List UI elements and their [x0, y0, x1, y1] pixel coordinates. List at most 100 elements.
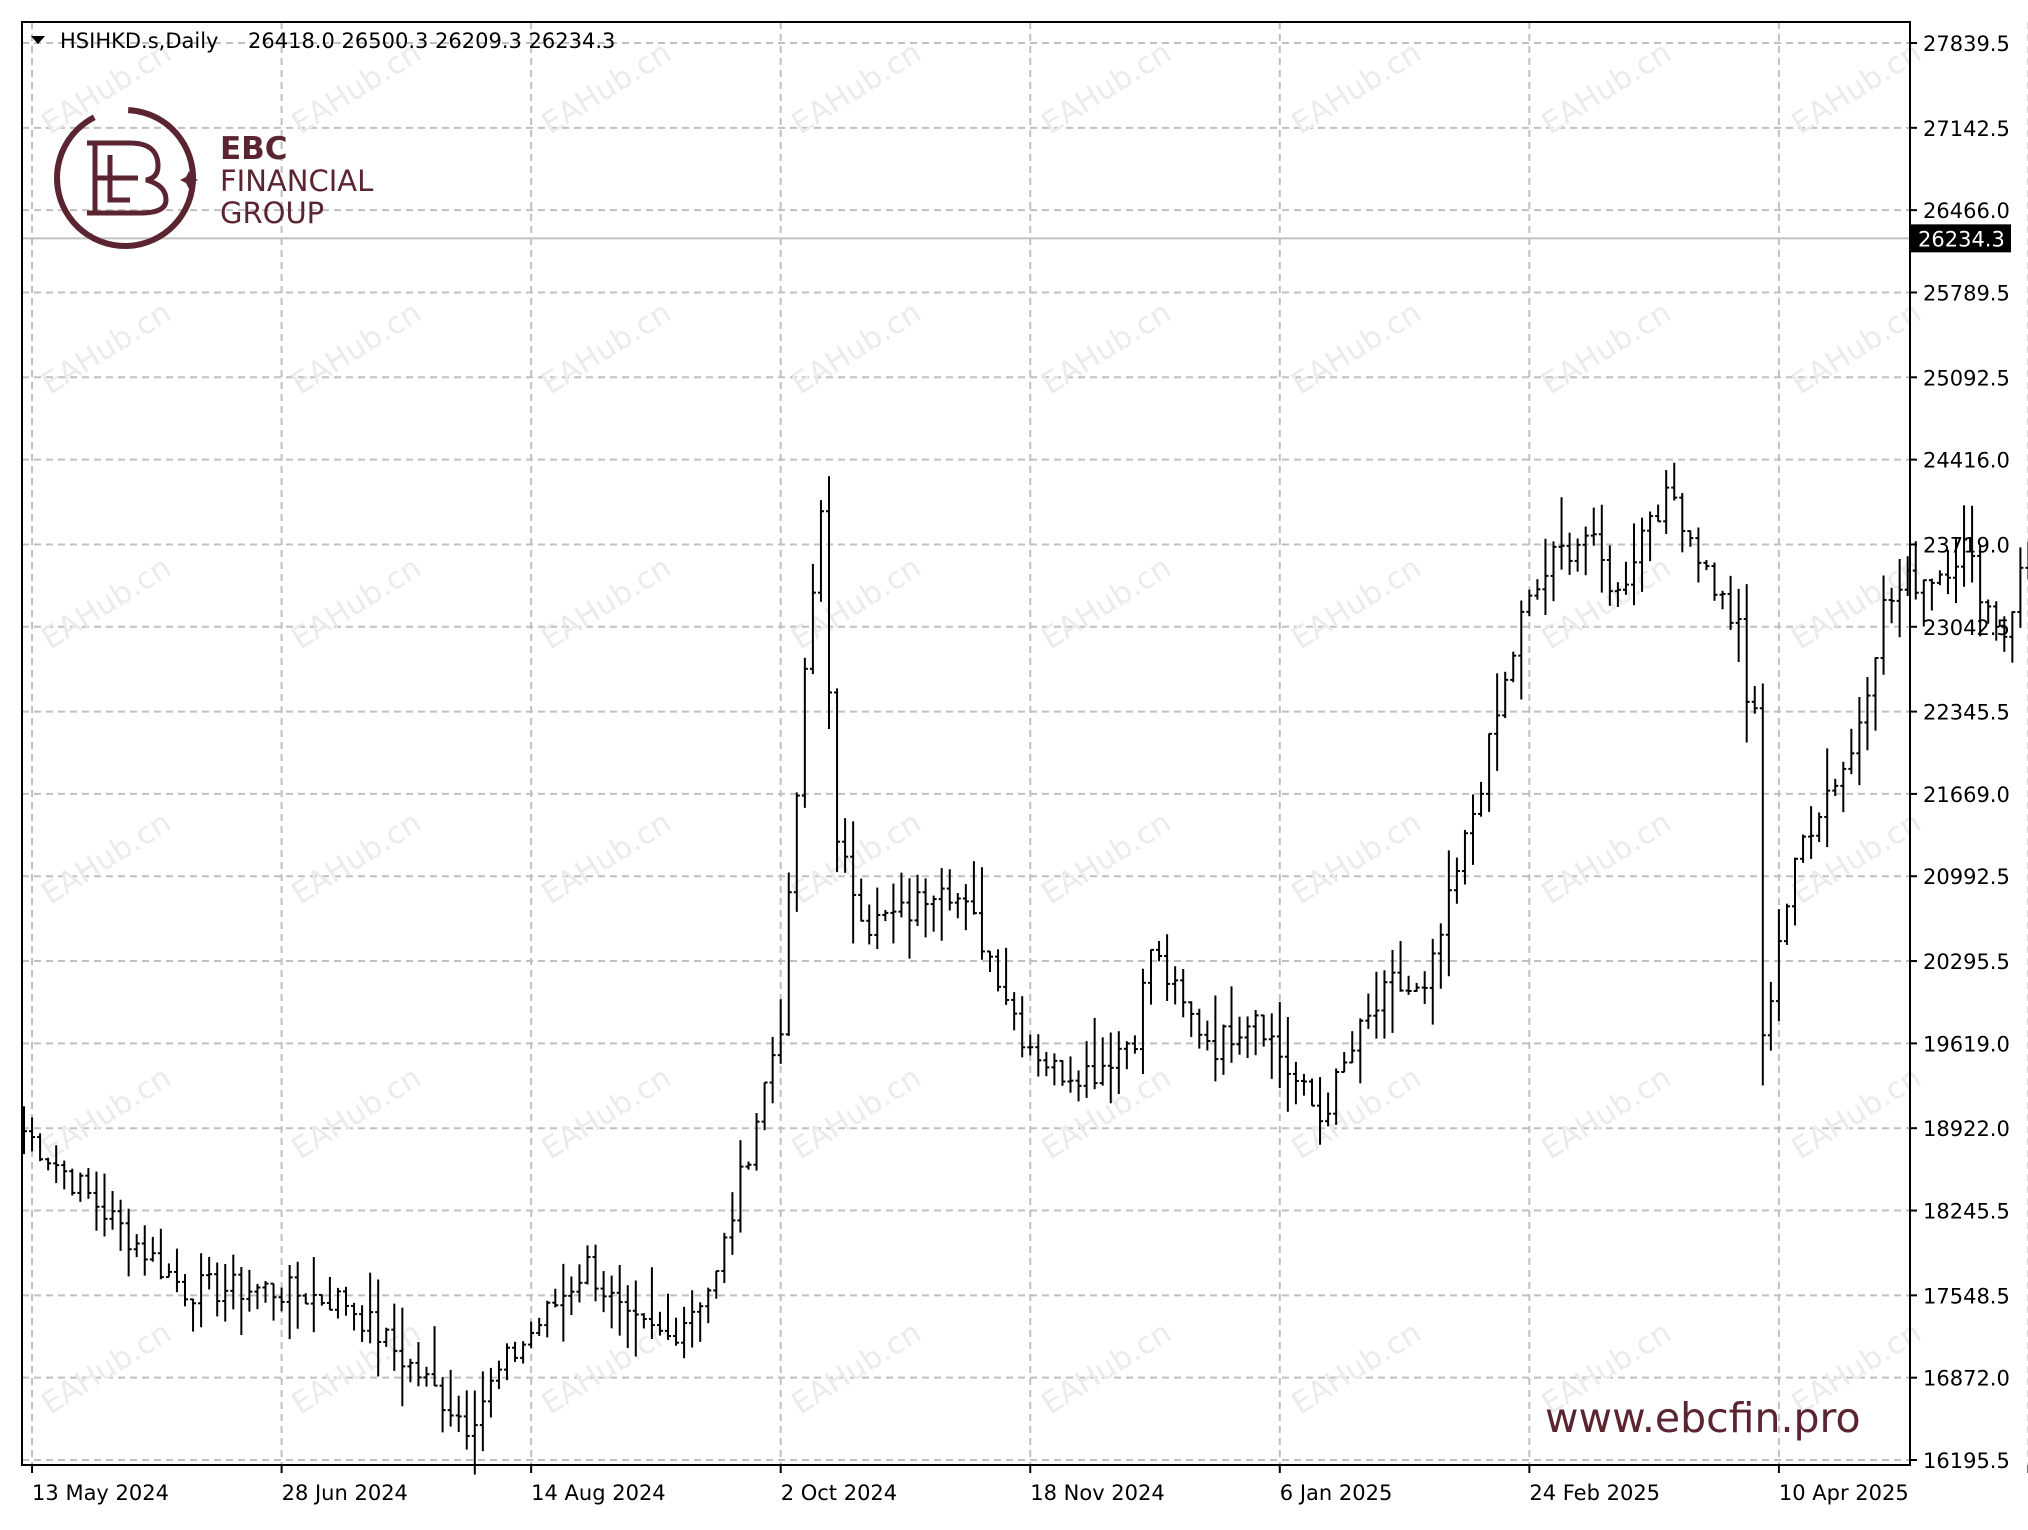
dropdown-triangle-icon[interactable]: [31, 36, 45, 44]
ohlc-bar: [1542, 538, 1549, 616]
ohlc-bar: [85, 1168, 92, 1199]
ohlc-bar: [1115, 1031, 1122, 1095]
ohlc-bar: [850, 821, 857, 944]
ohlc-bar: [673, 1317, 680, 1346]
ohlc-bar: [1751, 686, 1758, 714]
ohlc-bar: [1389, 949, 1396, 1033]
ohlc-bar: [407, 1358, 414, 1383]
ohlc-bar: [1325, 1092, 1332, 1127]
plot-frame: [21, 21, 1911, 1466]
ohlc-bar: [858, 878, 865, 922]
ohlc-bar: [302, 1293, 309, 1305]
ohlc-bar: [246, 1269, 253, 1312]
y-tick-label: 25092.5: [1923, 366, 2010, 390]
symbol-label[interactable]: HSIHKD.s,Daily: [60, 29, 218, 53]
ohlc-bar: [898, 872, 905, 918]
ohlc-bar: [1864, 677, 1871, 751]
ohlc-bar: [326, 1276, 333, 1311]
ohlc-bar: [785, 872, 792, 1037]
ohlc-bar: [439, 1377, 446, 1433]
ohlc-bar: [1993, 601, 2000, 641]
ohlc-bar: [1848, 728, 1855, 775]
ohlc-bar: [1373, 971, 1380, 1039]
ohlc-bar: [117, 1199, 124, 1251]
ohlc-bar: [262, 1280, 269, 1303]
ohlc-bar: [705, 1287, 712, 1324]
ohlc-bar: [520, 1341, 527, 1364]
ohlc-bar: [1703, 560, 1710, 571]
ohlc-bar: [1735, 588, 1742, 663]
time-axis[interactable]: 13 May 2024 28 Jun 2024 14 Aug 2024 2 Oct 2…: [31, 1465, 2028, 1505]
ohlc-bar: [753, 1113, 760, 1171]
ohlc-bar: [1043, 1051, 1050, 1077]
ohlc-bar: [809, 563, 816, 675]
y-tick-label: 17548.5: [1923, 1284, 2010, 1308]
y-tick-label: 18922.0: [1923, 1117, 2010, 1141]
y-tick-label: 24416.0: [1923, 449, 2010, 473]
ohlc-bar: [1470, 794, 1476, 865]
ohlc-bar: [1800, 834, 1807, 863]
ohlc-bar: [423, 1366, 430, 1387]
ohlc-bar: [222, 1263, 229, 1322]
ohlc-bar: [93, 1171, 100, 1231]
ohlc-bar: [1606, 545, 1613, 606]
ohlc-bar: [1139, 968, 1146, 1074]
ohlc-bar: [1888, 587, 1895, 624]
ohlc-bar: [53, 1145, 60, 1184]
ohlc-bar: [1244, 1016, 1251, 1059]
ohlc-bar: [125, 1208, 132, 1277]
ohlc-bar: [1453, 857, 1460, 904]
ohlc-bar: [834, 688, 841, 873]
current-price-label: 26234.3: [1918, 227, 2005, 251]
y-tick-label: 16872.0: [1923, 1367, 2010, 1391]
ohlc-bar: [1019, 996, 1026, 1058]
website-url[interactable]: www.ebcfin.pro: [1545, 1394, 1861, 1442]
ohlc-bar: [584, 1245, 591, 1285]
ohlc-bar: [866, 904, 873, 945]
ohlc-bar: [1639, 517, 1646, 592]
ohlc-bar: [37, 1133, 44, 1162]
ohlc-bar: [713, 1270, 720, 1299]
ohlc-bar: [882, 909, 889, 922]
ohlc-bar: [1631, 523, 1637, 606]
ohlc-bar: [640, 1313, 647, 1329]
y-tick-label: 26466.0: [1923, 199, 2010, 223]
ohlc-bar: [1558, 497, 1565, 570]
ohlc-bar: [995, 949, 1002, 992]
ohlc-bar: [1156, 940, 1163, 962]
ohlc-bar: [978, 867, 985, 960]
ohlc-bar: [600, 1271, 607, 1313]
ohlc-bar: [560, 1263, 567, 1342]
ohlc-bar: [745, 1161, 752, 1170]
price-axis[interactable]: 16195.5 16872.0 17548.5 18245.5 18922.0 19619…: [1910, 32, 2010, 1473]
ohlc-bar: [495, 1360, 502, 1390]
ohlc-bar: [1856, 697, 1863, 786]
ohlc-bar: [648, 1267, 655, 1340]
ohlc-bar: [1961, 505, 1968, 587]
ohlc-bar: [447, 1369, 454, 1427]
ohlc-bar: [1622, 561, 1629, 595]
ohlc-bar: [1067, 1056, 1074, 1093]
ohlc-bar: [914, 874, 921, 927]
y-tick-label: 20295.5: [1923, 950, 2010, 974]
ohlc-bar: [1397, 940, 1404, 992]
x-tick-label: 28 Jun 2024: [282, 1481, 408, 1505]
ohlc-bar: [29, 1117, 36, 1152]
ohlc-bar: [1808, 806, 1815, 859]
ohlc-bar: [318, 1293, 325, 1306]
ohlc-bar: [133, 1234, 140, 1258]
ohlc-bar: [1027, 1034, 1034, 1056]
ohlc-bar: [1759, 683, 1766, 1086]
ohlc-bar: [230, 1254, 237, 1310]
ohlc-bar: [206, 1256, 213, 1290]
y-tick-label: 25789.5: [1923, 281, 2010, 305]
ohlc-bar: [1349, 1031, 1356, 1064]
ohlc-bar: [1695, 527, 1702, 583]
ohlc-bar: [1977, 545, 1984, 637]
ohlc-bar: [608, 1275, 615, 1329]
ohlc-bar: [987, 950, 993, 973]
ohlc-bar: [1075, 1070, 1082, 1102]
ohlc-bar: [69, 1168, 76, 1196]
